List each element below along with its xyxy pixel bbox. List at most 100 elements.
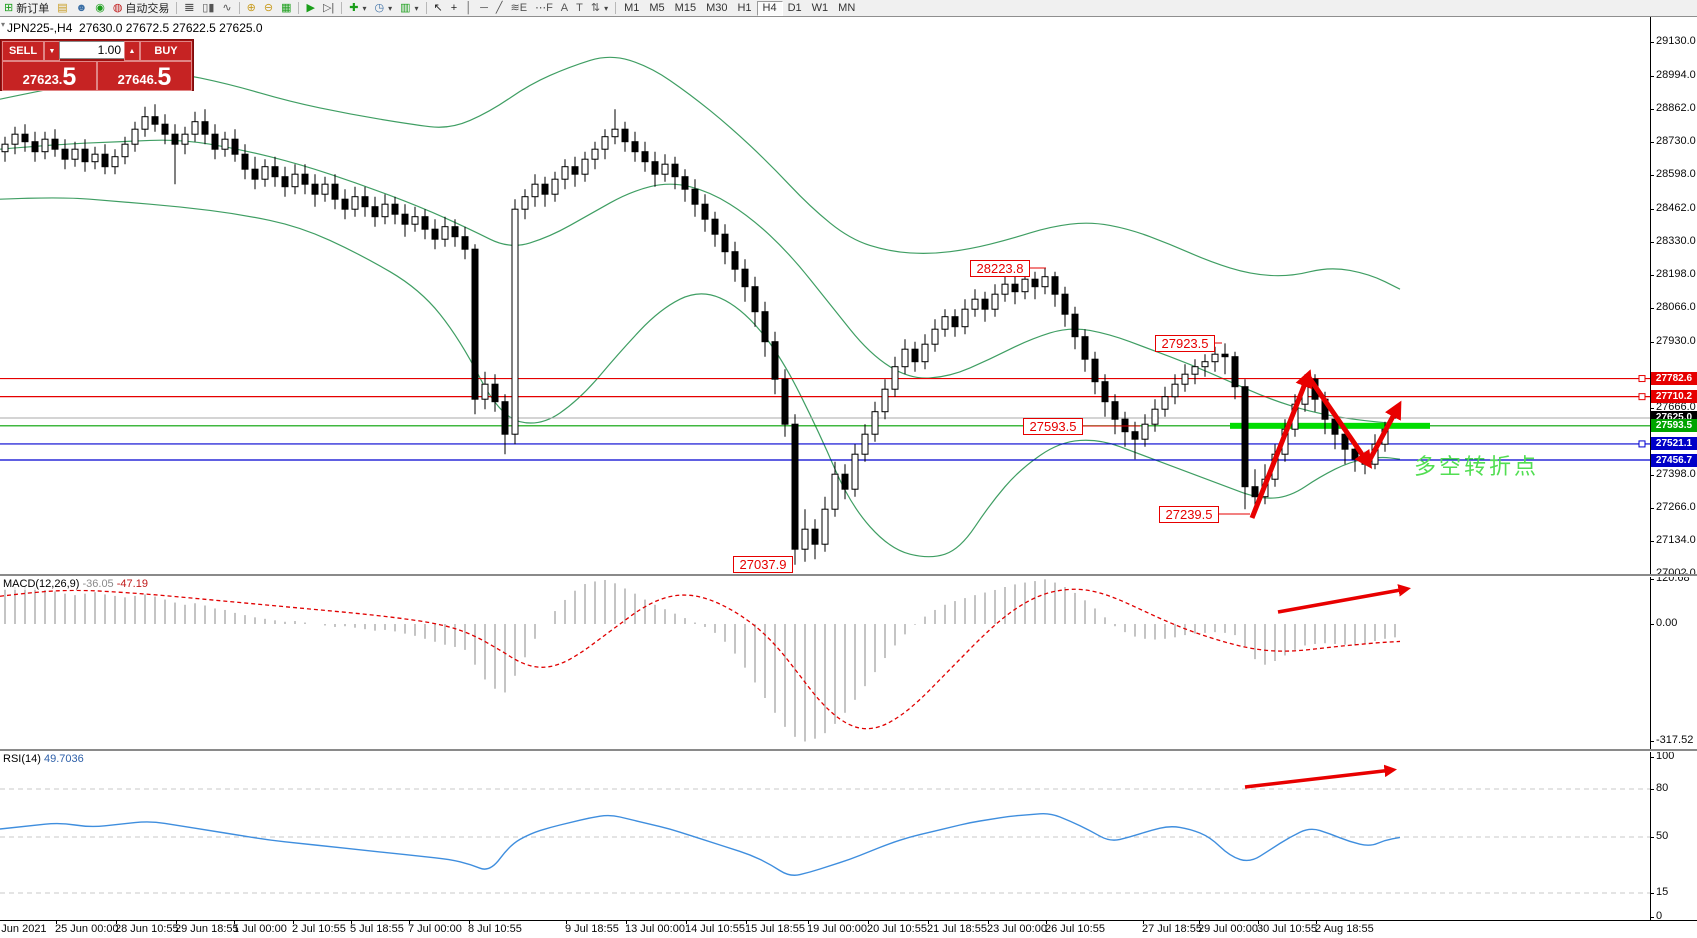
hline-handle[interactable] <box>1638 440 1646 448</box>
timeframe-button-D1[interactable]: D1 <box>787 2 802 14</box>
fibonacci-tool-button[interactable]: ⋯F <box>531 1 557 15</box>
price-annotation[interactable]: 27037.9 <box>733 556 793 573</box>
arrows-tool-button[interactable]: ⇅ ▾ <box>587 1 612 15</box>
channel-tool-button[interactable]: ≋E <box>507 1 532 15</box>
timeframe-button-MN[interactable]: MN <box>838 2 856 14</box>
auto-scroll-button[interactable]: ▶ <box>302 1 318 15</box>
support-highlight[interactable] <box>1230 422 1430 429</box>
time-axis-label: 27 Jul 18:55 <box>1142 923 1202 935</box>
autotrade-label: 自动交易 <box>125 3 170 15</box>
trend-arrow[interactable] <box>1244 764 1398 789</box>
zoom-out-button[interactable]: ⊖ <box>260 1 277 15</box>
line-chart-button[interactable]: ∿ <box>218 1 235 15</box>
zoom-out-icon: ⊖ <box>263 2 274 14</box>
price-annotation[interactable]: 27239.5 <box>1159 506 1219 523</box>
hline-tool-button[interactable]: ─ <box>476 1 492 15</box>
time-axis-tick <box>469 920 470 924</box>
candle <box>301 164 309 195</box>
timeframe-button-M30[interactable]: M30 <box>706 2 728 14</box>
bollinger-upper <box>0 56 1401 290</box>
time-axis-tick <box>234 920 235 924</box>
candle <box>1071 306 1079 350</box>
candle <box>701 194 709 232</box>
timeframe-button-H4[interactable]: H4 <box>756 0 783 16</box>
price-tag[interactable]: 27456.7 <box>1651 453 1697 467</box>
sell-price[interactable]: 27623. 5 <box>2 61 97 91</box>
chart-canvas[interactable] <box>0 0 1650 938</box>
buy-button[interactable]: BUY <box>140 41 192 61</box>
rsi-axis-label: 0 <box>1649 910 1663 922</box>
time-axis-tick <box>56 920 57 924</box>
zoom-in-button[interactable]: ⊕ <box>243 1 260 15</box>
text-tool-button[interactable]: A <box>557 1 572 15</box>
candle <box>61 139 69 170</box>
cursor-tool-button[interactable]: ↖ <box>430 1 447 15</box>
price-tag[interactable]: 27593.5 <box>1651 419 1697 433</box>
navigator-icon: ☻ <box>75 2 88 14</box>
autotrade-button[interactable]: ◍ 自动交易 <box>109 1 174 15</box>
price-tag[interactable]: 27782.6 <box>1651 372 1697 386</box>
bar-chart-button[interactable]: 𝌆 <box>180 1 198 15</box>
timeframe-button-W1[interactable]: W1 <box>811 2 829 14</box>
trend-arrow[interactable] <box>1277 584 1411 614</box>
tile-windows-button[interactable]: ▦ <box>277 1 295 15</box>
chevron-down-icon: ▾ <box>388 3 393 13</box>
crosshair-tool-button[interactable]: + <box>447 1 461 15</box>
text-icon: A <box>560 2 569 14</box>
trend-arrow[interactable] <box>1305 374 1373 469</box>
buy-price[interactable]: 27646. 5 <box>97 61 192 91</box>
price-axis-label: 27666.0 <box>1650 400 1696 413</box>
timeframe-button-M5[interactable]: M5 <box>649 2 665 14</box>
volume-decrease-button[interactable]: ▼ <box>44 41 60 61</box>
price-axis-label: 28598.0 <box>1650 167 1696 180</box>
trendline-tool-button[interactable]: ╱ <box>492 1 507 15</box>
candle <box>951 309 959 337</box>
volume-increase-button[interactable]: ▲ <box>124 41 140 61</box>
timeframe-button-H1[interactable]: H1 <box>737 2 752 14</box>
time-axis-label: 7 Jul 00:00 <box>408 923 462 935</box>
candle <box>1191 359 1199 385</box>
pane-splitter[interactable] <box>0 749 1697 752</box>
trend-arrow[interactable] <box>1365 400 1402 465</box>
candle <box>1151 399 1159 432</box>
price-tag[interactable]: 27521.1 <box>1651 437 1697 451</box>
candle <box>261 159 269 187</box>
symbol-name: JPN225-,H4 <box>7 21 73 35</box>
time-axis-label: 1 Jul 00:00 <box>233 923 287 935</box>
candle <box>191 111 199 142</box>
panel-collapse-arrow[interactable]: ▾ <box>1 20 6 29</box>
new-order-button[interactable]: ⊞ 新订单 <box>0 1 53 15</box>
text-label-tool-button[interactable]: T <box>572 1 587 15</box>
hline-handle[interactable] <box>1638 375 1646 383</box>
sell-button[interactable]: SELL <box>2 41 44 61</box>
toolbar-separator <box>298 2 300 14</box>
time-axis-label: 5 Jul 18:55 <box>350 923 404 935</box>
volume-input[interactable] <box>59 41 125 59</box>
hline-handle[interactable] <box>1638 393 1646 401</box>
price-axis-label: 28730.0 <box>1650 134 1696 147</box>
rsi-label: RSI(14) 49.7036 <box>3 753 84 765</box>
candle <box>1011 276 1019 305</box>
price-annotation[interactable]: 27593.5 <box>1023 418 1083 435</box>
templates-button[interactable]: ▥ ▾ <box>396 1 422 15</box>
candle <box>941 309 949 337</box>
candle <box>931 319 939 352</box>
price-annotation[interactable]: 28223.8 <box>970 260 1030 277</box>
vline-tool-button[interactable]: │ <box>461 1 476 15</box>
periods-button[interactable]: ◷ ▾ <box>371 1 397 15</box>
candle-chart-button[interactable]: ▯▮ <box>198 1 218 15</box>
market-watch-button[interactable]: ▤ <box>53 1 71 15</box>
timeframe-button-M15[interactable]: M15 <box>674 2 697 14</box>
chart-shift-button[interactable]: ▷| <box>319 1 338 15</box>
timeframe-button-M1[interactable]: M1 <box>624 2 640 14</box>
price-tag[interactable]: 27710.2 <box>1651 390 1697 404</box>
candle <box>741 259 749 302</box>
navigator-button[interactable]: ☻ <box>72 1 92 15</box>
indicators-button[interactable]: ✚ ▾ <box>345 1 370 15</box>
price-annotation[interactable]: 27923.5 <box>1155 335 1215 352</box>
trend-arrow[interactable] <box>1249 369 1313 519</box>
toolbar: ⊞ 新订单 ▤ ☻ ◉ ◍ 自动交易 𝌆 ▯▮ ∿ ⊕ ⊖ ▦ ▶ ▷| ✚ ▾ … <box>0 0 1697 17</box>
time-axis-label: 8 Jul 10:55 <box>468 923 522 935</box>
pane-splitter[interactable] <box>0 574 1697 577</box>
signals-button[interactable]: ◉ <box>91 1 109 15</box>
